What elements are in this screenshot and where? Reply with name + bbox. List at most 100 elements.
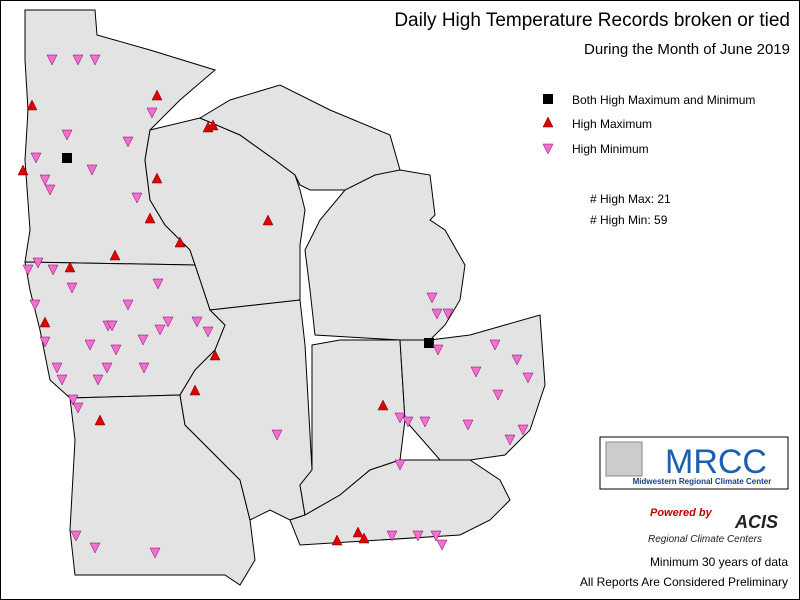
high-min-record (39, 336, 51, 348)
high-min-record (394, 412, 406, 424)
high-min-record (271, 429, 283, 441)
high-max-record (352, 526, 364, 538)
note: All Reports Are Considered Preliminary (580, 575, 788, 589)
acis-powered: Powered by (650, 507, 713, 519)
high-min-record (436, 539, 448, 551)
high-min-record (146, 107, 158, 119)
legend-triangle-up (542, 116, 554, 128)
logo-map (605, 441, 643, 477)
high-min-record (191, 316, 203, 328)
high-min-record (462, 419, 474, 431)
mrcc-logo: MRCC Midwestern Regional Climate Center (599, 436, 789, 490)
legend-square (543, 94, 553, 104)
high-max-record (109, 249, 121, 261)
high-max-record (262, 214, 274, 226)
high-max-record (331, 534, 343, 546)
high-min-record (122, 136, 134, 148)
high-max-record (144, 212, 156, 224)
legend: Both High Maximum and Minimum High Maxim… (542, 93, 755, 156)
both-record (62, 153, 72, 163)
high-min-record (430, 530, 442, 542)
high-min-record (122, 299, 134, 311)
high-max-record (358, 532, 370, 544)
high-max-record (64, 261, 76, 273)
high-min-record (66, 282, 78, 294)
high-min-record (84, 339, 96, 351)
high-max-record (39, 316, 51, 328)
high-max-record (207, 119, 219, 131)
high-max-record (151, 172, 163, 184)
high-min-record (22, 264, 34, 276)
high-min-record (470, 366, 482, 378)
high-max-record (377, 399, 389, 411)
high-min-record (394, 459, 406, 471)
high-min-record (412, 530, 424, 542)
both-record (424, 338, 434, 348)
acis-full-name: Regional Climate Centers (648, 534, 762, 545)
high-min-record (106, 320, 118, 332)
high-min-record (489, 339, 501, 351)
high-min-record (70, 530, 82, 542)
legend-label: High Minimum (572, 142, 649, 156)
high-min-record (154, 324, 166, 336)
high-max-record (17, 164, 29, 176)
high-min-record (202, 326, 214, 338)
high-min-record (149, 547, 161, 559)
high-min-record (431, 308, 443, 320)
high-min-record (386, 530, 398, 542)
high-min-record (89, 542, 101, 554)
high-min-record (426, 292, 438, 304)
high-min-record (92, 374, 104, 386)
high-min-record (47, 264, 59, 276)
high-min-record (511, 354, 523, 366)
legend-label: High Maximum (572, 117, 652, 131)
high-min-record (89, 54, 101, 66)
high-max-record (209, 349, 221, 361)
high-min-record (67, 394, 79, 406)
high-min-record (46, 54, 58, 66)
high-min-record (517, 424, 529, 436)
high-max-record (189, 384, 201, 396)
title: Daily High Temperature Records broken or… (394, 10, 790, 31)
high-min-record (72, 54, 84, 66)
acis-logo: Powered by ACIS Regional Climate Centers (648, 507, 778, 545)
high-max-record (174, 236, 186, 248)
kentucky (289, 459, 511, 546)
high-min-record (419, 416, 431, 428)
high-min-record (110, 344, 122, 356)
high-min-record (86, 164, 98, 176)
logo-name: MRCC (665, 443, 767, 481)
high-min-record (492, 389, 504, 401)
subtitle: During the Month of June 2019 (584, 41, 790, 58)
count: # High Max: 21 (590, 192, 671, 206)
high-min-record (101, 362, 113, 374)
legend-label: Both High Maximum and Minimum (572, 93, 755, 107)
count: # High Min: 59 (590, 213, 668, 227)
high-min-record (138, 362, 150, 374)
high-min-record (56, 374, 68, 386)
high-min-record (442, 308, 454, 320)
high-min-record (432, 344, 444, 356)
high-min-record (61, 129, 73, 141)
legend-triangle-down (542, 143, 554, 155)
high-min-record (162, 316, 174, 328)
acis-name: ACIS (734, 512, 778, 532)
high-min-record (522, 372, 534, 384)
stations (17, 54, 534, 559)
states (24, 9, 546, 586)
high-min-record (39, 174, 51, 186)
high-min-record (44, 184, 56, 196)
high-min-record (152, 278, 164, 290)
high-min-record (30, 152, 42, 164)
logo-full-name: Midwestern Regional Climate Center (633, 477, 772, 486)
high-min-record (51, 362, 63, 374)
high-min-record (32, 257, 44, 269)
high-min-record (402, 416, 414, 428)
high-max-record (94, 414, 106, 426)
michigan-lp (304, 169, 466, 341)
high-min-record (72, 402, 84, 414)
high-min-record (137, 334, 149, 346)
note: Minimum 30 years of data (650, 555, 788, 569)
high-min-record (131, 192, 143, 204)
